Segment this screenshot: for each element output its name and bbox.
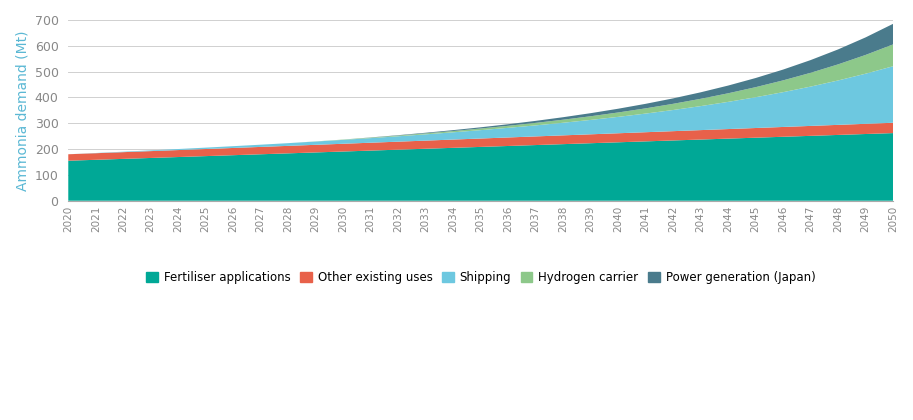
Y-axis label: Ammonia demand (Mt): Ammonia demand (Mt) xyxy=(15,30,29,191)
Legend: Fertiliser applications, Other existing uses, Shipping, Hydrogen carrier, Power : Fertiliser applications, Other existing … xyxy=(142,266,820,289)
